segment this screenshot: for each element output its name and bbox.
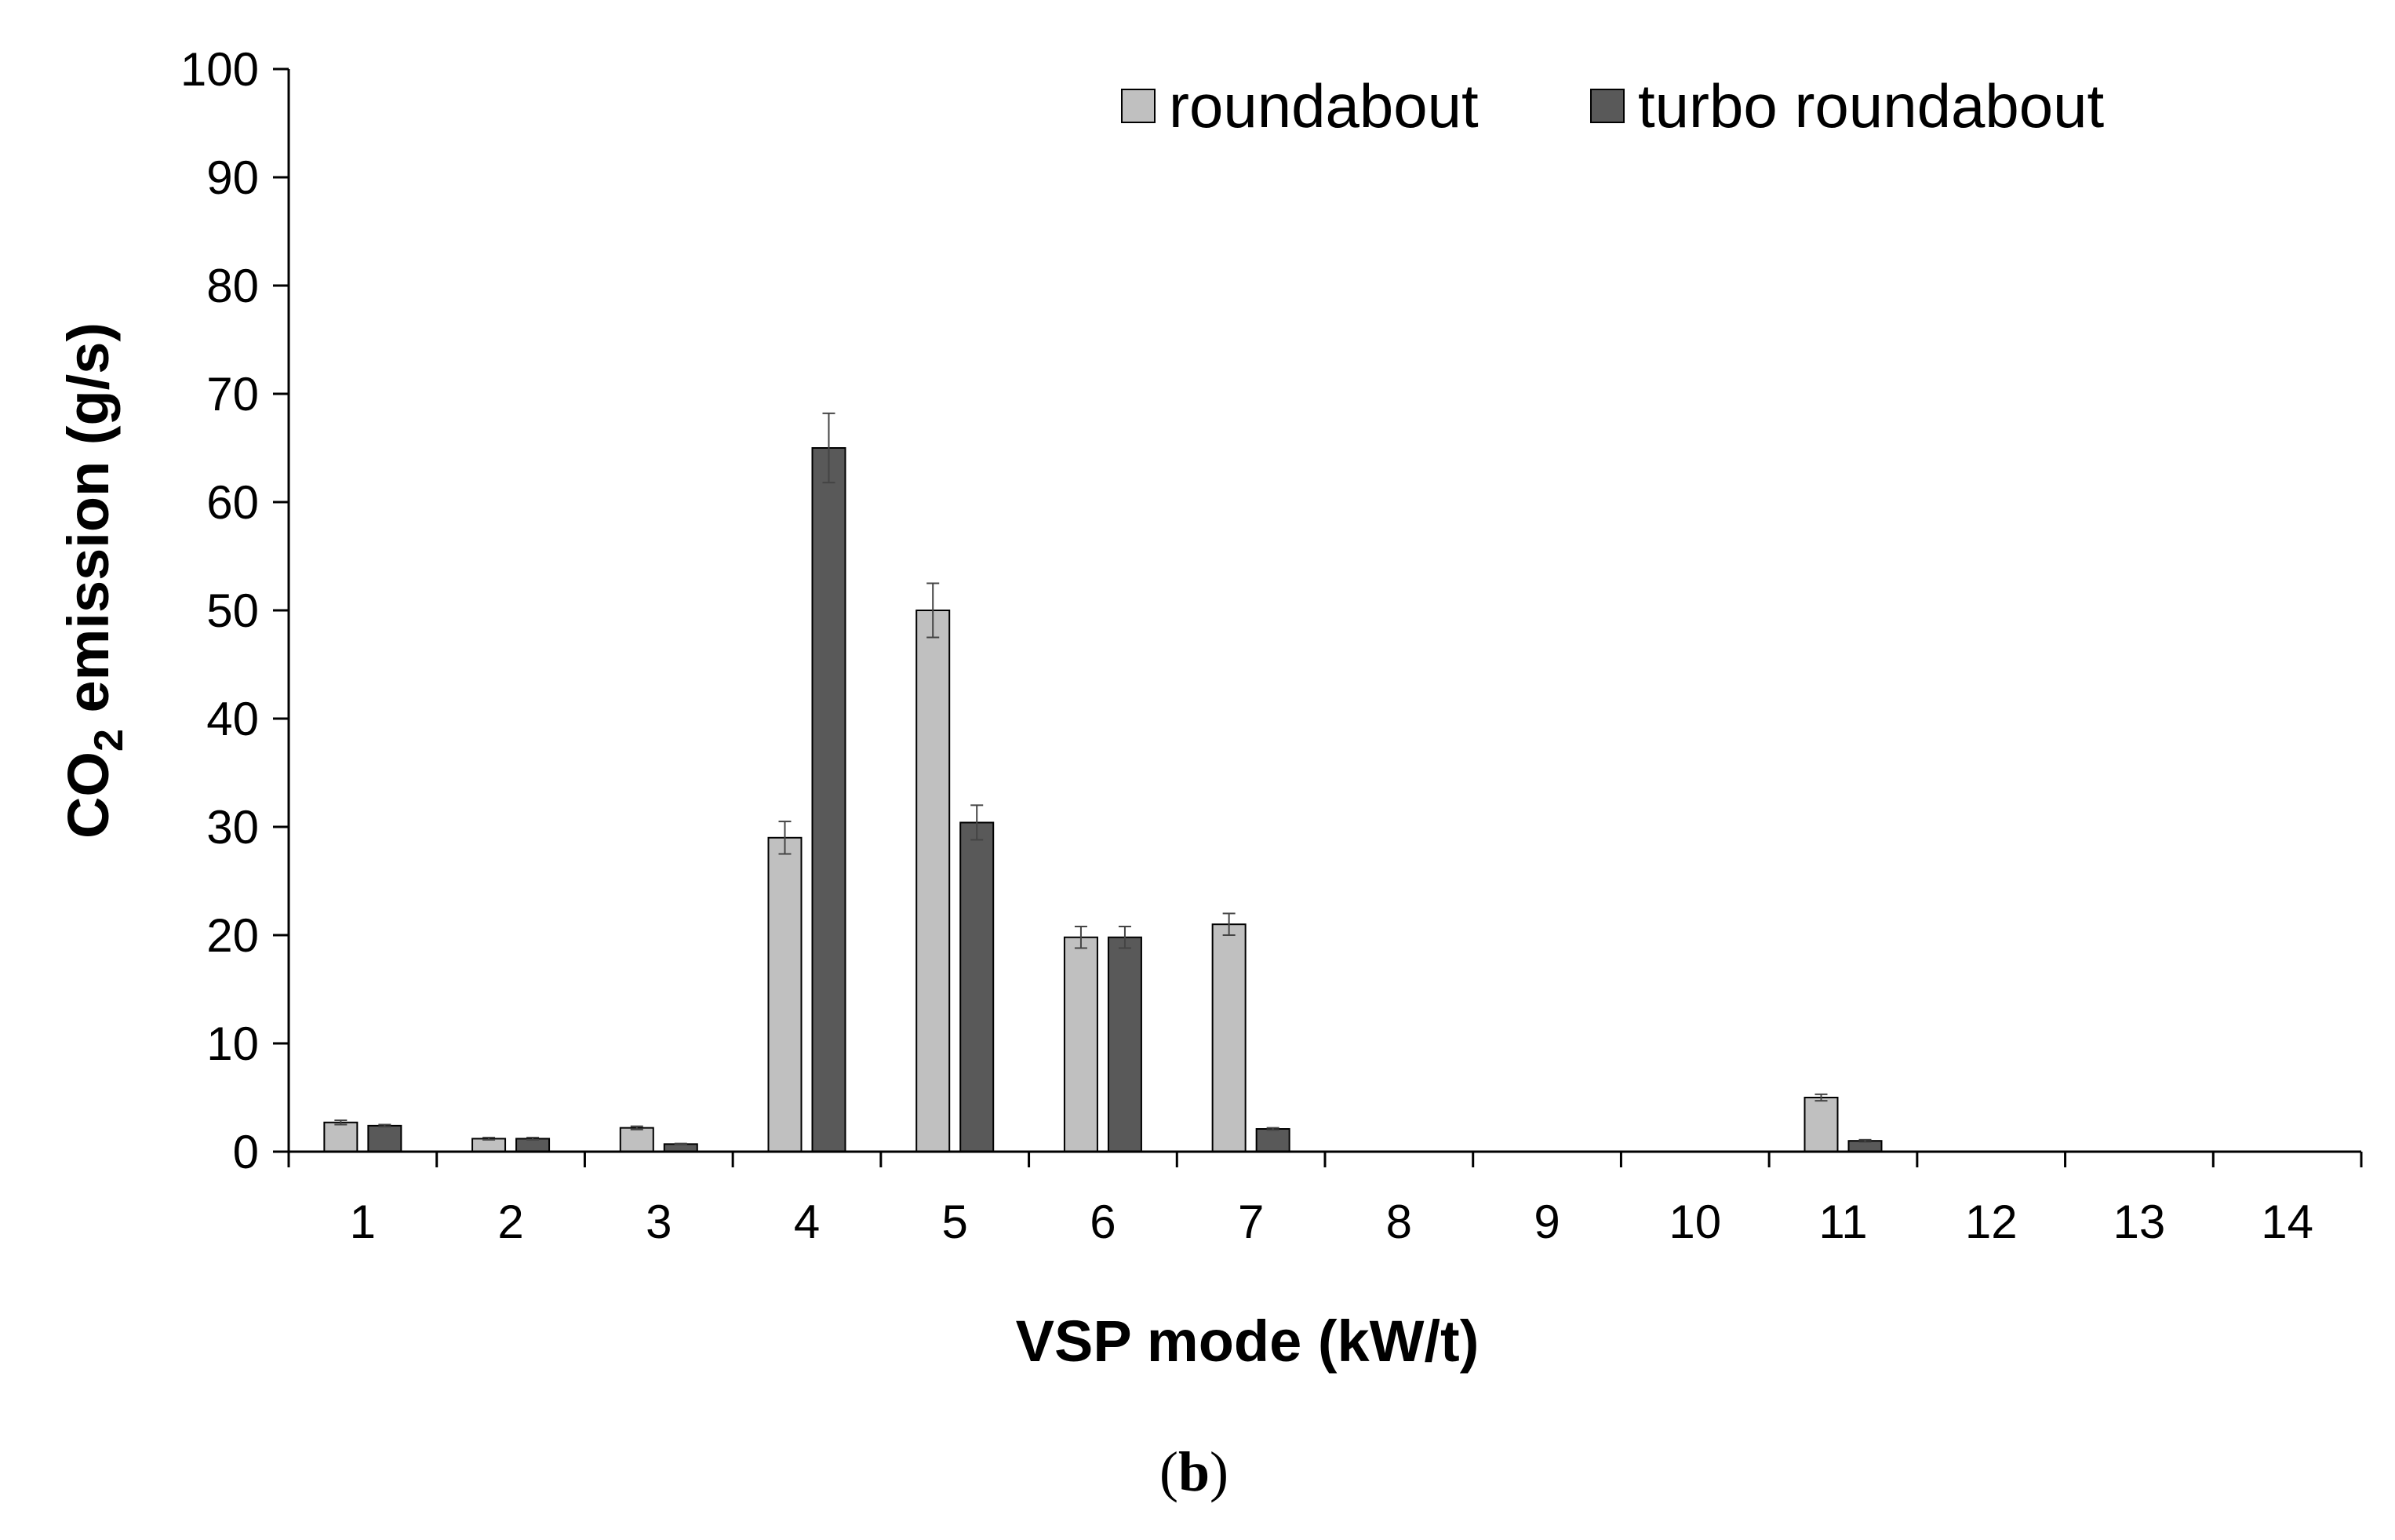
bar-roundabout-3: [619, 1127, 654, 1153]
axes: [287, 69, 2361, 1167]
bar-roundabout-6: [1063, 936, 1098, 1152]
panel-label-close: ): [1210, 1440, 1228, 1503]
y-tick-label: 40: [206, 693, 259, 745]
legend: roundabout turbo roundabout: [1121, 71, 2104, 140]
bar-roundabout-2: [471, 1138, 507, 1152]
x-tick-label: 12: [1965, 1196, 2018, 1248]
x-tick-label: 7: [1238, 1196, 1264, 1248]
x-tick-label: 5: [942, 1196, 968, 1248]
legend-swatch-turbo-roundabout: [1590, 89, 1625, 123]
bar-roundabout-7: [1211, 923, 1247, 1152]
legend-label-turbo-roundabout: turbo roundabout: [1638, 71, 2104, 140]
x-tick-label: 2: [497, 1196, 523, 1248]
x-tick-label: 8: [1386, 1196, 1412, 1248]
x-axis-ticks: 1 2 3 4 5 6 7 8 9 10 11 12 13 14: [287, 1152, 2363, 1248]
panel-label: (b): [1159, 1440, 1228, 1503]
x-tick-label: 10: [1669, 1196, 1721, 1248]
x-axis-title: VSP mode (kW/t): [1016, 1309, 1480, 1374]
bar-turbo-roundabout-6: [1107, 936, 1142, 1152]
bar-roundabout-1: [323, 1121, 359, 1152]
panel-label-open: (: [1159, 1440, 1178, 1503]
x-tick-label: 3: [646, 1196, 672, 1248]
panel-label-letter: b: [1178, 1440, 1210, 1503]
bar-roundabout-4: [767, 836, 803, 1153]
y-tick-label: 70: [206, 368, 259, 420]
bar-turbo-roundabout-1: [367, 1124, 402, 1153]
legend-swatch-roundabout: [1121, 89, 1156, 123]
x-tick-label: 13: [2113, 1196, 2166, 1248]
error-bars: [334, 412, 1872, 1146]
x-tick-label: 6: [1090, 1196, 1116, 1248]
y-tick-label: 60: [206, 476, 259, 529]
x-tick-label: 9: [1534, 1196, 1560, 1248]
bar-roundabout-5: [915, 610, 951, 1152]
bar-turbo-roundabout-5: [959, 821, 995, 1152]
y-tick-label: 50: [206, 584, 259, 637]
y-tick-label: 30: [206, 801, 259, 854]
y-axis-title-subscript: 2: [86, 729, 132, 752]
bars: [323, 447, 1883, 1153]
x-tick-label: 4: [794, 1196, 820, 1248]
bar-turbo-roundabout-7: [1255, 1128, 1290, 1153]
y-axis-title: CO2 emission (g/s): [56, 322, 132, 839]
y-axis-title-suffix: emission (g/s): [56, 322, 121, 729]
bar-roundabout-11: [1804, 1097, 1839, 1152]
y-axis-ticks: 0 10 20 30 40 50 60 70 80 90 100: [180, 43, 289, 1178]
y-tick-label: 80: [206, 260, 259, 312]
y-tick-label: 10: [206, 1018, 259, 1070]
y-tick-label: 100: [180, 43, 259, 96]
y-tick-label: 90: [206, 151, 259, 204]
x-tick-label: 11: [1818, 1196, 1867, 1248]
bar-turbo-roundabout-4: [811, 447, 846, 1152]
y-tick-label: 20: [206, 909, 259, 962]
x-tick-label: 14: [2261, 1196, 2313, 1248]
bar-turbo-roundabout-2: [515, 1138, 551, 1152]
legend-label-roundabout: roundabout: [1169, 71, 1479, 140]
x-tick-label: 1: [350, 1196, 376, 1248]
y-tick-label: 0: [233, 1126, 259, 1178]
y-axis-title-prefix: CO: [56, 752, 121, 839]
